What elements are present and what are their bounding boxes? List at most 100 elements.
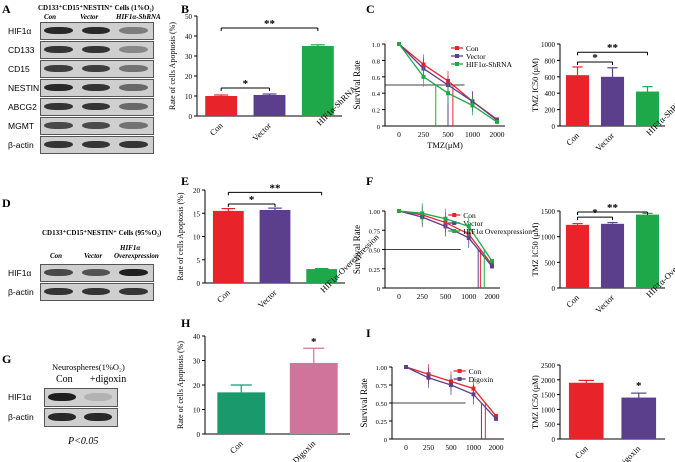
x-tick-label: 250 (417, 292, 429, 301)
blot-strip (44, 388, 118, 407)
legend-marker (455, 46, 459, 50)
blot-band (81, 26, 111, 34)
blot-row-label: β-actin (8, 139, 34, 150)
data-point (397, 42, 401, 46)
blot-band (81, 45, 111, 53)
bar (306, 269, 338, 283)
blot-band (48, 393, 76, 401)
y-tick-label: 0 (552, 123, 556, 131)
sig-label: * (311, 336, 317, 348)
blot-band (81, 268, 111, 276)
legend-marker (452, 221, 457, 225)
legend-marker (457, 377, 462, 381)
sig-label: * (592, 207, 598, 219)
blot-band (119, 83, 148, 91)
x-tick-label: 0 (397, 292, 401, 301)
x-tick-label: 1000 (461, 292, 476, 301)
blot-band (119, 26, 148, 34)
x-tick-label: 0 (404, 443, 408, 452)
y-tick-label: 400 (545, 90, 556, 98)
y-axis-title: TMZ IC50 (μM) (531, 375, 540, 429)
chart-e-apoptosis: 0 5 10 15 20 Rate of cells Apoptosis (%) Con Ve… (176, 182, 381, 310)
blot-d-lane-hif: HIF1α (120, 244, 141, 252)
y-tick-label: 0.2 (372, 108, 380, 115)
panel-label-c: C (366, 2, 375, 16)
x-tick-label: Digoxin (616, 443, 643, 462)
panel-label-d: D (2, 196, 11, 210)
blot-band (119, 121, 148, 129)
western-blot-d: CD133⁺CD15⁺NESTIN⁺ Cells (95%O₂) Con Vec… (8, 228, 178, 308)
y-tick-label: 1.00 (376, 365, 387, 372)
y-axis-title: Survival Rate (352, 225, 362, 274)
legend-label: Vector (463, 219, 483, 228)
blot-band (44, 64, 73, 72)
blot-band (119, 45, 148, 53)
bar (565, 75, 590, 126)
y-tick-label: 1500 (541, 208, 556, 216)
y-tick-label: 1500 (541, 392, 556, 400)
y-tick-label: 40 (193, 333, 201, 341)
x-axis-title: TMZ(μM) (427, 140, 463, 150)
bar (259, 209, 291, 283)
y-tick-label: 0 (189, 113, 193, 121)
legend-label: Digoxin (469, 375, 494, 384)
x-tick-label: 500 (442, 130, 454, 139)
legend-label: HIF1α-ShRNA (466, 60, 513, 69)
panel-label-f: F (366, 174, 374, 188)
y-tick-label: 1000 (541, 406, 556, 414)
x-tick-label: Con (228, 438, 246, 456)
bar (600, 76, 625, 126)
y-tick-label: 10 (185, 93, 193, 101)
y-axis-title: Rate of cells Apoptosis (%) (176, 192, 185, 280)
y-tick-label: 10 (193, 407, 201, 415)
y-axis-title: TMZ IC50 (μM) (531, 58, 540, 112)
y-tick-label: 500 (545, 259, 556, 267)
data-point (494, 413, 498, 418)
y-tick-label: 20 (193, 382, 201, 390)
y-tick-label: 0 (377, 286, 380, 293)
western-blot-a: CD133⁺CD15⁺NESTIN⁺ Cells (1%O₂) Con Vect… (8, 2, 178, 167)
x-tick-label: Con (215, 287, 233, 305)
bar (635, 91, 660, 126)
x-tick-label: Con (564, 292, 582, 310)
x-tick-label: 1000 (466, 443, 481, 452)
chart-c-survival: 0 0.2 0.4 0.6 0.8 1.0 0 250 500 1000 2000 Survival … (352, 42, 513, 150)
blot-band (44, 287, 73, 295)
legend-marker (457, 369, 462, 373)
y-tick-label: 0.6 (372, 75, 381, 82)
x-tick-label: 250 (418, 130, 430, 139)
chart-h-apoptosis: 0 10 20 30 40 Rate of cells Apoptosis (%) Con D… (176, 333, 350, 462)
x-tick-label: Vector (593, 292, 616, 315)
y-tick-label: 1000 (541, 234, 556, 242)
y-axis-title: Survival Rate (352, 60, 362, 109)
blot-a-lane-vector: Vector (80, 13, 99, 21)
x-tick-label: Vector (250, 120, 273, 143)
blot-g-pvalue: P<0.05 (68, 436, 99, 447)
legend-label: Con (466, 44, 479, 53)
y-tick-label: 0.50 (376, 401, 387, 408)
blot-band (44, 83, 73, 91)
data-point (495, 119, 499, 124)
blot-d-lane-con: Con (50, 252, 63, 260)
blot-row-label: NESTIN (8, 82, 40, 93)
sig-label: ** (607, 202, 619, 214)
x-tick-label: 2000 (490, 130, 505, 139)
blot-d-header: CD133⁺CD15⁺NESTIN⁺ Cells (95%O₂) (42, 229, 162, 237)
y-tick-label: 2000 (541, 377, 556, 385)
blot-d-lane-vector: Vector (84, 252, 103, 260)
blot-band (81, 64, 111, 72)
legend-marker (452, 229, 457, 233)
x-tick-label: Con (564, 130, 582, 148)
x-tick-label: 0 (397, 130, 401, 139)
y-tick-label: 0 (552, 285, 556, 293)
blot-band (81, 287, 111, 295)
panel-label-i: I (366, 326, 371, 340)
data-point (397, 209, 401, 213)
blot-band (119, 287, 148, 295)
y-axis-title: Rate of cells Apoptosis (%) (176, 341, 185, 429)
blot-row-label: β-actin (8, 411, 34, 422)
legend-label: Con (463, 211, 476, 220)
y-tick-label: 800 (545, 57, 556, 65)
